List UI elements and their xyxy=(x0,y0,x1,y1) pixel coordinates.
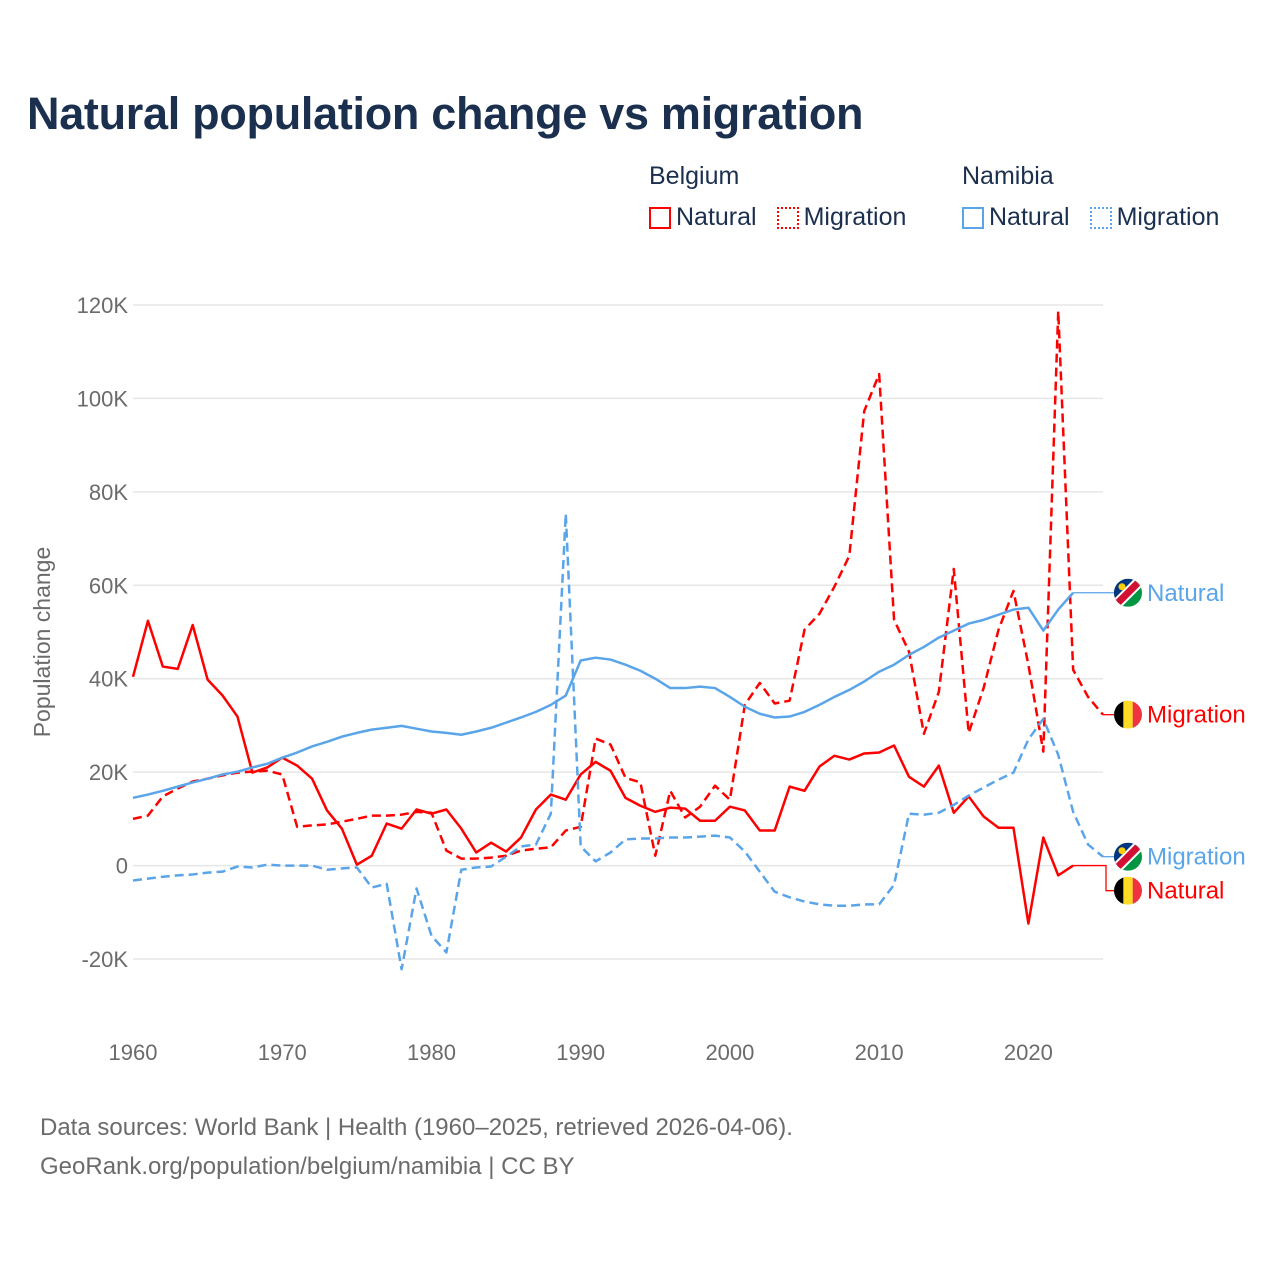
y-tick-label: -20K xyxy=(82,947,129,972)
y-tick-label: 60K xyxy=(89,573,128,598)
flag-stripe xyxy=(1132,876,1142,905)
flag-stripe xyxy=(1114,876,1124,905)
legend-label: Migration xyxy=(1116,203,1220,231)
end-label-namibia-natural: Natural xyxy=(1073,578,1224,607)
series-line-namibia-migration xyxy=(132,512,1104,971)
end-label-text: Migration xyxy=(1147,702,1246,729)
flag-fill xyxy=(1114,876,1142,905)
series-line-belgium-migration xyxy=(132,309,1104,860)
y-tick-label: 40K xyxy=(89,667,128,692)
y-axis-ticks: 120K 100K 80K 60K 40K 20K 0 -20K xyxy=(77,293,129,972)
legend-swatch-dotted xyxy=(776,206,799,229)
chart-title: Natural population change vs migration xyxy=(27,88,864,139)
y-axis-label: Population change xyxy=(29,547,55,738)
legend-swatch-solid xyxy=(962,206,984,229)
flag-sun xyxy=(1118,583,1126,591)
series-line-namibia-natural xyxy=(132,591,1075,800)
end-label-belgium-migration: Migration xyxy=(1103,700,1246,729)
flag-stripe xyxy=(1123,700,1133,729)
y-tick-label: 120K xyxy=(77,293,129,318)
flag-fill xyxy=(1114,842,1142,871)
legend-label: Natural xyxy=(676,203,757,231)
legend-swatch-dotted xyxy=(1089,206,1112,229)
legend-item-namibia-migration[interactable]: Migration xyxy=(1089,203,1220,232)
end-labels: Natural Migration Natural Migration xyxy=(1073,578,1246,905)
x-axis-ticks: 1960 1970 1980 1990 2000 2010 2020 xyxy=(109,1040,1053,1065)
x-tick-label: 2000 xyxy=(705,1040,754,1065)
label-connector xyxy=(1073,864,1114,892)
legend-item-belgium-natural[interactable]: Natural xyxy=(649,203,757,232)
end-label-namibia-migration: Migration xyxy=(1103,842,1246,871)
namibia-flag-icon xyxy=(1114,842,1142,871)
x-tick-label: 1970 xyxy=(258,1040,307,1065)
belgium-flag-icon xyxy=(1114,876,1142,905)
legend-label: Natural xyxy=(989,203,1070,231)
flag-fill xyxy=(1114,578,1142,607)
legend-group-belgium: Belgium Natural Migration xyxy=(649,162,906,232)
y-tick-label: 80K xyxy=(89,480,128,505)
legend-swatch-solid xyxy=(649,206,671,229)
flag-stripe xyxy=(1114,700,1124,729)
x-tick-label: 2010 xyxy=(855,1040,904,1065)
flag-sun xyxy=(1118,847,1126,855)
series-lines xyxy=(131,309,1104,971)
legend-group-namibia: Namibia Natural Migration xyxy=(962,162,1219,232)
y-tick-label: 20K xyxy=(89,760,128,785)
namibia-flag-icon xyxy=(1114,578,1142,607)
flag-fill xyxy=(1114,700,1142,729)
legend-group-title: Namibia xyxy=(962,162,1054,190)
end-label-text: Migration xyxy=(1147,844,1246,871)
flag-stripe xyxy=(1132,700,1142,729)
x-tick-label: 1960 xyxy=(109,1040,158,1065)
y-tick-label: 100K xyxy=(77,386,129,411)
x-tick-label: 2020 xyxy=(1004,1040,1053,1065)
data-source-note: Data sources: World Bank | Health (1960–… xyxy=(40,1114,793,1141)
legend-item-namibia-natural[interactable]: Natural xyxy=(962,203,1070,232)
footer: Data sources: World Bank | Health (1960–… xyxy=(40,1108,793,1186)
series-line-belgium-natural xyxy=(131,619,1074,925)
y-tick-label: 0 xyxy=(116,854,128,879)
attribution-link[interactable]: GeoRank.org/population/belgium/namibia |… xyxy=(40,1153,575,1180)
x-tick-label: 1980 xyxy=(407,1040,456,1065)
legend-group-title: Belgium xyxy=(649,162,740,190)
gridlines xyxy=(133,304,1103,960)
end-label-belgium-natural: Natural xyxy=(1073,864,1224,905)
legend-label: Migration xyxy=(803,203,907,231)
belgium-flag-icon xyxy=(1114,700,1142,729)
legend-item-belgium-migration[interactable]: Migration xyxy=(776,203,907,232)
x-tick-label: 1990 xyxy=(556,1040,605,1065)
end-label-text: Natural xyxy=(1147,580,1224,607)
end-label-text: Natural xyxy=(1147,878,1224,905)
flag-stripe xyxy=(1123,876,1133,905)
